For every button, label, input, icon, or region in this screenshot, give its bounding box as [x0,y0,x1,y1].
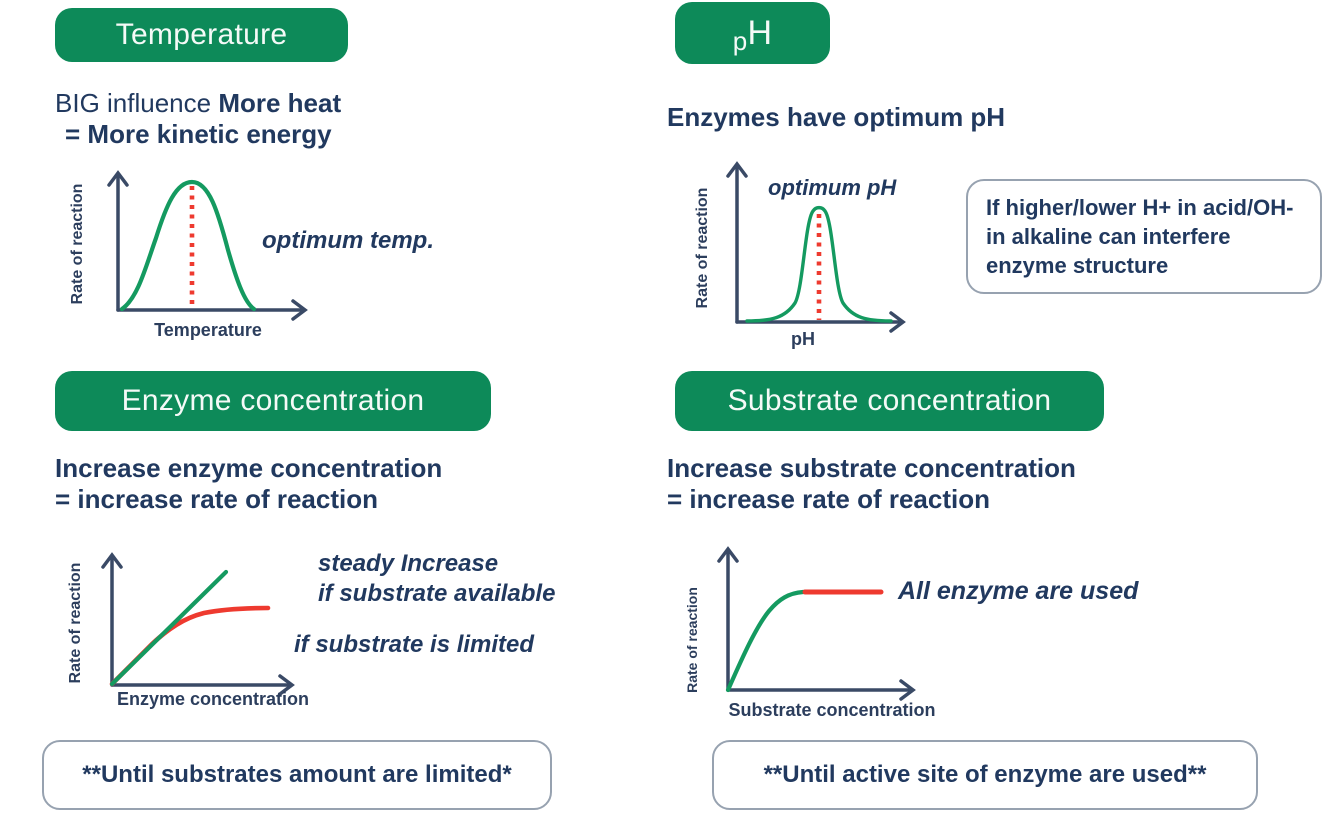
enzyme-note-text: **Until substrates amount are limited* [82,761,512,788]
ph-heading: Enzymes have optimum pH [667,102,1005,133]
temperature-heading-bold: More heat [218,88,342,118]
ph-y-axis-label: Rate of reaction [694,188,711,309]
temperature-rate-curve [119,179,257,312]
temperature-chart: Rate of reaction Temperature [69,170,308,340]
substrate-heading: Increase substrate concentration = incre… [667,453,1076,515]
enzyme-green-annotation-line1: steady Increase [318,550,499,577]
enzyme-red-annotation: if substrate is limited [294,631,535,658]
substrate-concentration-badge: Substrate concentration [675,371,1104,431]
optimum-ph-annotation: optimum pH [768,175,897,200]
ph-x-axis-arrow-icon [889,311,906,333]
temperature-y-axis-label: Rate of reaction [69,184,86,305]
substrate-heading-line1: Increase substrate concentration [667,453,1076,483]
ph-badge-p: p [732,25,748,56]
ph-note-box: If higher/lower H+ in acid/OH- in alkali… [966,179,1322,294]
substrate-y-axis-label: Rate of reaction [684,587,700,693]
temperature-heading-line1: BIG influence More heat [55,88,341,119]
enzyme-steady-increase-line [109,569,229,687]
ph-note-text: If higher/lower H+ in acid/OH- in alkali… [986,195,1294,278]
substrate-x-axis-arrow-icon [899,679,916,701]
ph-x-axis-label: pH [791,329,815,349]
enzyme-heading: Increase enzyme concentration = increase… [55,453,442,515]
enzyme-x-axis-arrow-icon [278,674,295,696]
substrate-note-box: **Until active site of enzyme are used** [712,740,1258,810]
substrate-concentration-badge-label: Substrate concentration [727,384,1052,417]
enzyme-heading-line2: = increase rate of reaction [55,484,378,514]
ph-badge-h: H [747,13,773,52]
substrate-concentration-chart: Rate of reaction Substrate concentration [684,546,936,720]
substrate-x-axis-label: Substrate concentration [728,700,935,720]
enzyme-y-axis-arrow-icon [101,552,123,569]
ph-heading-text: Enzymes have optimum pH [667,102,1006,132]
temperature-heading-regular: BIG influence [55,88,219,118]
temperature-badge-label: Temperature [115,18,288,51]
substrate-heading-line2: = increase rate of reaction [667,484,990,514]
temperature-y-axis-arrow-icon [107,170,129,187]
substrate-annotation: All enzyme are used [898,577,1139,605]
enzyme-note-box: **Until substrates amount are limited* [42,740,552,810]
ph-chart: Rate of reaction pH [694,161,906,349]
temperature-heading-line2: = More kinetic energy [65,119,332,149]
ph-y-axis-arrow-icon [726,161,748,178]
enzyme-concentration-badge: Enzyme concentration [55,371,491,431]
ph-rate-curve [745,205,893,323]
temperature-x-axis-arrow-icon [291,299,308,321]
temperature-heading: BIG influence More heat = More kinetic e… [55,88,341,150]
substrate-y-axis-arrow-icon [717,546,739,563]
enzyme-y-axis-label: Rate of reaction [67,563,84,684]
temperature-badge: Temperature [55,8,348,62]
substrate-rate-curve [725,589,808,693]
enzyme-concentration-badge-label: Enzyme concentration [121,384,425,417]
enzyme-substrate-limited-curve [109,605,271,687]
enzyme-green-annotation-line2: if substrate available [318,580,556,607]
enzyme-heading-line1: Increase enzyme concentration [55,453,443,483]
substrate-note-text: **Until active site of enzyme are used** [763,761,1207,788]
temperature-x-axis-label: Temperature [154,320,262,340]
enzyme-concentration-chart: Rate of reaction Enzyme concentration [67,552,309,709]
enzyme-green-annotation: steady Increase if substrate available [318,549,555,609]
enzyme-x-axis-label: Enzyme concentration [117,689,309,709]
optimum-temp-annotation: optimum temp. [262,227,434,254]
